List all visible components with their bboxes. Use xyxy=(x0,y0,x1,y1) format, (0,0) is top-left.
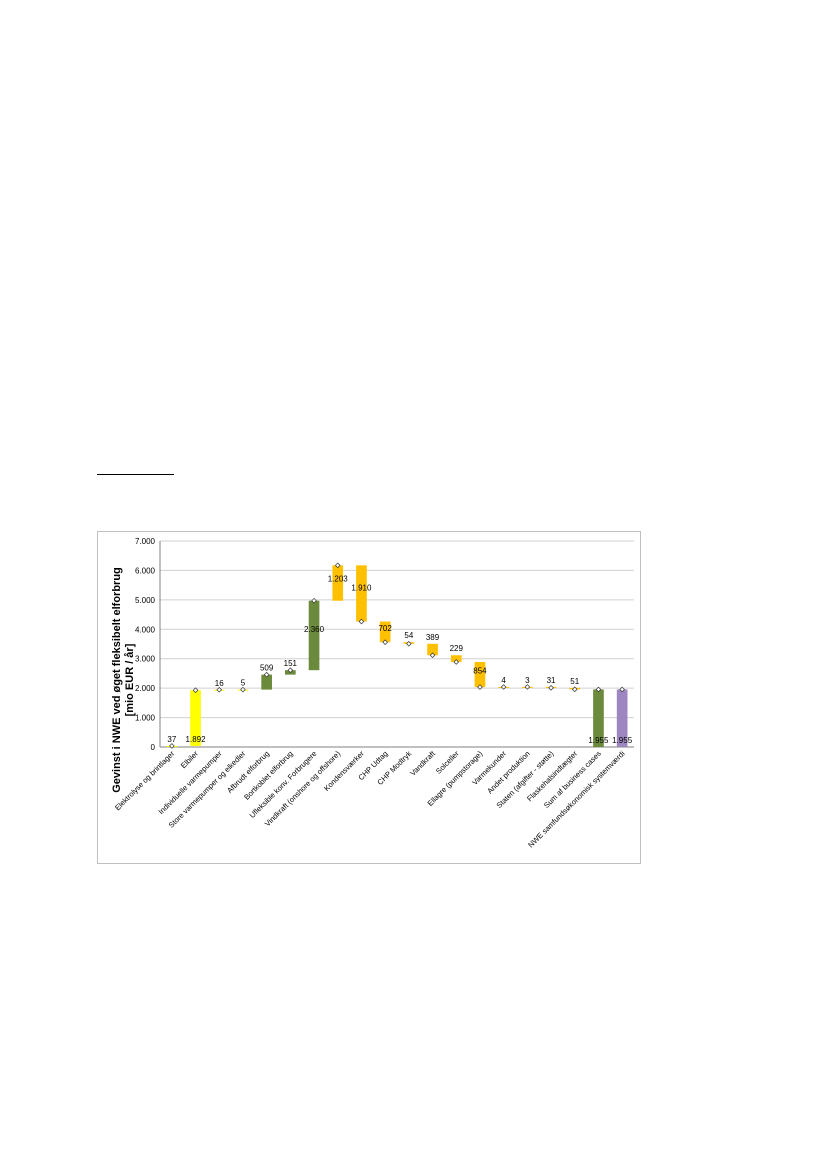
data-label: 4 xyxy=(501,676,506,685)
gridlines xyxy=(159,540,634,748)
y-axis-title-line: Gevinst i NWE ved øget fleksibelt elforb… xyxy=(111,567,123,793)
y-tick-label: 3.000 xyxy=(135,655,156,664)
y-tick-label: 1.000 xyxy=(135,714,156,723)
waterfall-chart: 0 1.000 2.000 3.000 4.000 5.000 6.000 7.000 37 1… xyxy=(111,537,634,849)
bar xyxy=(190,690,201,746)
data-label: 509 xyxy=(260,664,274,673)
y-tick-label: 2.000 xyxy=(135,684,156,693)
bar xyxy=(308,600,320,671)
data-label: 1.955 xyxy=(612,736,633,745)
markers xyxy=(169,562,625,749)
cumulative-marker xyxy=(216,686,223,693)
cumulative-marker xyxy=(263,671,270,678)
cumulative-marker xyxy=(429,652,436,659)
bars xyxy=(166,565,628,747)
bar xyxy=(474,661,486,688)
y-tick-label: 6.000 xyxy=(135,566,156,575)
bar xyxy=(379,621,391,643)
y-tick-label: 7.000 xyxy=(135,537,156,546)
cumulative-marker xyxy=(619,686,625,693)
data-label: 1.910 xyxy=(351,584,372,593)
cumulative-marker xyxy=(358,618,365,625)
cumulative-marker xyxy=(334,562,341,569)
footnote-rule xyxy=(97,474,174,475)
cumulative-marker xyxy=(548,685,554,691)
cumulative-marker xyxy=(453,659,460,665)
x-tick-label: Elbiler xyxy=(179,749,200,770)
cumulative-marker xyxy=(571,686,578,693)
cumulative-marker xyxy=(477,684,483,690)
cumulative-marker xyxy=(500,684,507,690)
y-tick-label: 0 xyxy=(151,743,156,752)
cumulative-marker xyxy=(240,686,246,693)
data-label: 54 xyxy=(404,631,413,640)
data-label: 31 xyxy=(547,676,556,685)
cumulative-marker xyxy=(287,667,294,673)
bar xyxy=(450,655,462,662)
cumulative-marker xyxy=(406,640,412,647)
y-tick-label: 5.000 xyxy=(135,596,156,605)
data-label: 854 xyxy=(473,666,487,675)
data-label: 702 xyxy=(378,624,392,633)
cumulative-marker xyxy=(382,639,388,645)
y-tick-labels: 0 1.000 2.000 3.000 4.000 5.000 6.000 7.000 xyxy=(135,537,156,752)
y-tick-label: 4.000 xyxy=(135,625,156,634)
data-label: 16 xyxy=(215,679,224,688)
data-label: 389 xyxy=(426,633,440,642)
y-axis-title: Gevinst i NWE ved øget fleksibelt elforb… xyxy=(111,567,136,793)
cumulative-marker xyxy=(169,743,175,749)
chart-frame: 0 1.000 2.000 3.000 4.000 5.000 6.000 7.000 37 1… xyxy=(97,531,641,864)
bar xyxy=(332,565,344,601)
cumulative-marker xyxy=(595,686,602,693)
bar xyxy=(356,565,367,622)
cumulative-marker xyxy=(192,687,199,694)
x-tick-label: Vandkraft xyxy=(408,748,437,777)
data-label: 151 xyxy=(284,659,298,668)
data-label: 1.203 xyxy=(328,574,349,583)
data-label: 3 xyxy=(525,676,530,685)
bar xyxy=(616,689,628,747)
cumulative-marker xyxy=(524,684,531,690)
data-label: 2.360 xyxy=(304,625,325,634)
cumulative-marker xyxy=(311,597,317,604)
data-label: 51 xyxy=(570,677,579,686)
bar xyxy=(593,689,604,747)
bar xyxy=(261,674,272,690)
data-label: 229 xyxy=(450,644,464,653)
data-label: 37 xyxy=(167,735,176,744)
data-label: 1.955 xyxy=(588,736,609,745)
data-label: 5 xyxy=(241,679,246,688)
bar xyxy=(427,643,438,656)
y-axis-title-line: [mio EUR / år] xyxy=(124,643,136,716)
x-tick-labels: Elektrolyse og brintlager ElbilerIndividu… xyxy=(113,748,627,849)
data-label: 1.892 xyxy=(186,735,207,744)
